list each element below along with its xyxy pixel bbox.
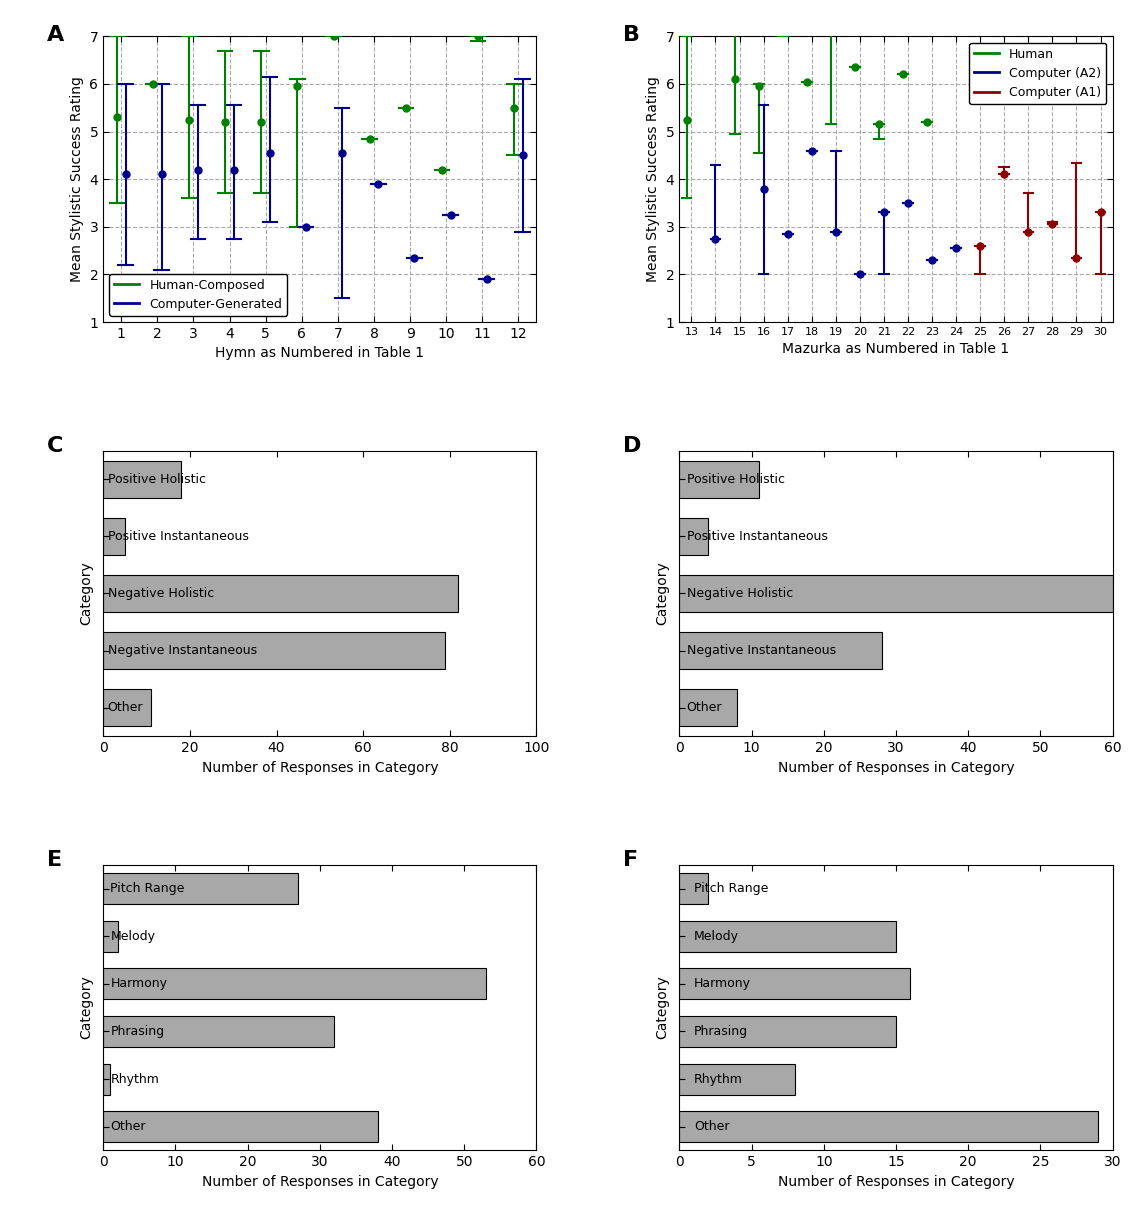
Legend: Human, Computer (A2), Computer (A1): Human, Computer (A2), Computer (A1) [969,42,1107,104]
X-axis label: Number of Responses in Category: Number of Responses in Category [202,1175,438,1189]
Text: Phrasing: Phrasing [694,1025,748,1038]
Bar [679,632,882,670]
Legend: Human-Composed, Computer-Generated: Human-Composed, Computer-Generated [109,274,288,316]
Text: Harmony: Harmony [110,977,167,991]
Y-axis label: Category: Category [655,976,669,1039]
Bar [103,920,118,952]
Text: Positive Instantaneous: Positive Instantaneous [108,529,249,543]
Text: Phrasing: Phrasing [110,1025,164,1038]
Y-axis label: Category: Category [655,562,669,625]
Text: A: A [47,25,64,45]
Text: D: D [623,436,641,457]
Bar [679,920,896,952]
Text: Other: Other [108,701,143,714]
Bar [679,969,911,999]
Bar [103,517,125,555]
Text: Positive Instantaneous: Positive Instantaneous [687,529,827,543]
Bar [679,689,738,727]
Bar [679,873,708,905]
Y-axis label: Category: Category [79,976,93,1039]
Bar [679,575,1113,612]
Bar [679,517,708,555]
Bar [103,575,459,612]
Bar [103,1016,334,1046]
X-axis label: Mazurka as Numbered in Table 1: Mazurka as Numbered in Table 1 [782,343,1009,356]
Y-axis label: Mean Stylistic Success Rating: Mean Stylistic Success Rating [70,76,84,282]
Bar [103,873,298,905]
Text: B: B [623,25,640,45]
Text: Other: Other [110,1120,146,1133]
Text: F: F [623,850,638,871]
Text: Negative Instantaneous: Negative Instantaneous [108,644,257,658]
Text: Negative Holistic: Negative Holistic [687,587,793,599]
Text: Positive Holistic: Positive Holistic [687,472,785,486]
Bar [679,1112,1098,1142]
Text: Positive Holistic: Positive Holistic [108,472,205,486]
Text: Negative Instantaneous: Negative Instantaneous [687,644,836,658]
Text: E: E [47,850,62,871]
Text: Negative Holistic: Negative Holistic [108,587,213,599]
Text: Pitch Range: Pitch Range [110,882,185,895]
Text: C: C [47,436,63,457]
Bar [103,1112,377,1142]
Text: Harmony: Harmony [694,977,751,991]
Text: Other: Other [687,701,723,714]
X-axis label: Hymn as Numbered in Table 1: Hymn as Numbered in Table 1 [216,346,424,361]
Bar [679,1016,896,1046]
Text: Melody: Melody [694,930,739,942]
Text: Rhythm: Rhythm [694,1073,743,1085]
Text: Melody: Melody [110,930,156,942]
Bar [103,632,445,670]
Text: Rhythm: Rhythm [110,1073,159,1085]
X-axis label: Number of Responses in Category: Number of Responses in Category [778,1175,1014,1189]
Bar [103,1063,110,1095]
Bar [679,1063,795,1095]
Y-axis label: Category: Category [79,562,93,625]
Text: Other: Other [694,1120,729,1133]
Bar [103,969,486,999]
X-axis label: Number of Responses in Category: Number of Responses in Category [778,761,1014,775]
Y-axis label: Mean Stylistic Success Rating: Mean Stylistic Success Rating [646,76,660,282]
Text: Pitch Range: Pitch Range [694,882,768,895]
Bar [103,460,181,498]
Bar [103,689,151,727]
Bar [679,460,759,498]
X-axis label: Number of Responses in Category: Number of Responses in Category [202,761,438,775]
